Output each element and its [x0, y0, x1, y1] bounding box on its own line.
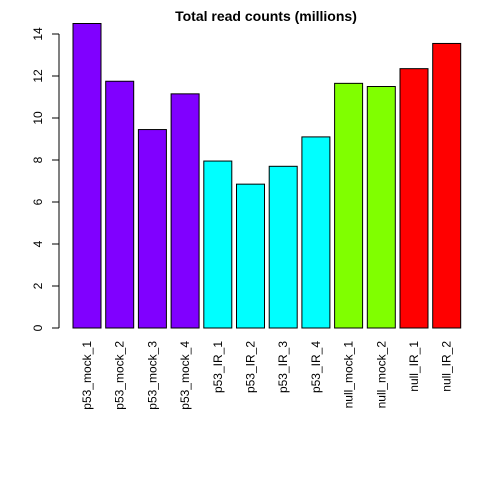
bar-p53_IR_4	[302, 137, 330, 328]
bar-null_mock_1	[335, 83, 363, 328]
x-tick-label: p53_mock_3	[145, 341, 159, 410]
bar-p53_IR_1	[204, 161, 232, 328]
x-tick-label: p53_mock_2	[113, 341, 127, 410]
y-tick-label: 4	[31, 240, 45, 247]
bar-p53_mock_1	[73, 24, 101, 329]
x-tick-label: null_IR_1	[407, 341, 421, 392]
x-tick-label: null_IR_2	[440, 341, 454, 392]
chart-title: Total read counts (millions)	[175, 8, 357, 24]
bar-p53_mock_4	[171, 94, 199, 328]
y-tick-label: 2	[31, 282, 45, 289]
y-tick-label: 6	[31, 198, 45, 205]
bar-p53_mock_2	[106, 81, 134, 328]
x-tick-label: p53_mock_4	[178, 341, 192, 410]
y-tick-label: 0	[31, 324, 45, 331]
y-tick-label: 12	[31, 69, 45, 83]
x-tick-label: p53_IR_1	[211, 341, 225, 393]
x-tick-label: null_mock_2	[374, 341, 388, 409]
y-tick-label: 10	[31, 111, 45, 125]
x-tick-label: p53_mock_1	[80, 341, 94, 410]
bar-p53_mock_3	[138, 130, 166, 328]
x-tick-label: p53_IR_3	[276, 341, 290, 393]
x-tick-labels: p53_mock_1 p53_mock_2 p53_mock_3 p53_mock_4…	[80, 341, 454, 410]
x-tick-label: p53_IR_2	[244, 341, 258, 393]
y-tick-label: 14	[31, 27, 45, 41]
bar-p53_IR_2	[237, 184, 265, 328]
bar-null_IR_1	[400, 69, 428, 328]
bar-p53_IR_3	[269, 166, 297, 328]
y-axis: 0 2 4 6 8 10 12 14	[31, 27, 59, 331]
bars	[73, 24, 461, 329]
bar-null_mock_2	[367, 87, 395, 329]
x-tick-label: p53_IR_4	[309, 341, 323, 393]
y-tick-label: 8	[31, 156, 45, 163]
bar-null_IR_2	[433, 43, 461, 328]
x-tick-label: null_mock_1	[342, 341, 356, 409]
